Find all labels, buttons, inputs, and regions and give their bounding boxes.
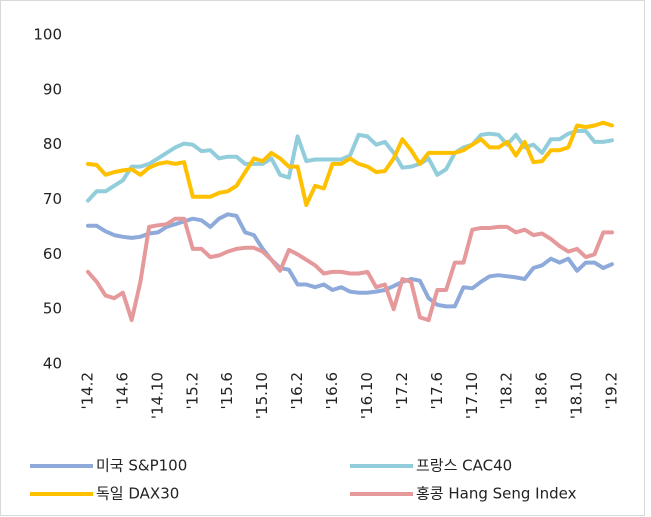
y-tick-label: 80: [43, 135, 62, 153]
x-tick-label: '14.10: [148, 372, 166, 419]
y-tick-label: 40: [43, 355, 62, 373]
legend-label: 프랑스 CAC40: [416, 457, 512, 475]
y-tick-label: 90: [43, 80, 62, 98]
x-tick-label: '15.6: [218, 372, 236, 410]
x-tick-label: '16.2: [288, 372, 306, 410]
x-tick-label: '17.6: [428, 372, 446, 410]
x-tick-label: '16.6: [323, 372, 341, 410]
y-tick-label: 100: [33, 26, 62, 44]
series-line: [86, 216, 614, 323]
x-tick-label: '18.6: [533, 372, 551, 410]
x-tick-label: '16.10: [358, 372, 376, 419]
x-tick-label: '17.10: [463, 372, 481, 419]
y-tick-label: 70: [43, 190, 62, 208]
x-tick-label: '15.10: [253, 372, 271, 419]
x-tick-label: '14.2: [79, 372, 97, 410]
y-tick-label: 50: [43, 300, 62, 318]
x-tick-label: '17.2: [393, 372, 411, 410]
series-line: [86, 212, 614, 309]
x-tick-label: '14.6: [113, 372, 131, 410]
y-tick-label: 60: [43, 245, 62, 263]
legend-label: 독일 DAX30: [96, 485, 179, 503]
legend-label: 미국 S&P100: [96, 457, 187, 475]
x-tick-label: '15.2: [183, 372, 201, 410]
series-line: [86, 129, 614, 203]
x-tick-label: '19.2: [603, 372, 621, 410]
x-tick-label: '18.2: [498, 372, 516, 410]
x-tick-label: '18.10: [568, 372, 586, 419]
series-line: [86, 120, 614, 207]
legend-label: 홍콩 Hang Seng Index: [416, 485, 577, 503]
